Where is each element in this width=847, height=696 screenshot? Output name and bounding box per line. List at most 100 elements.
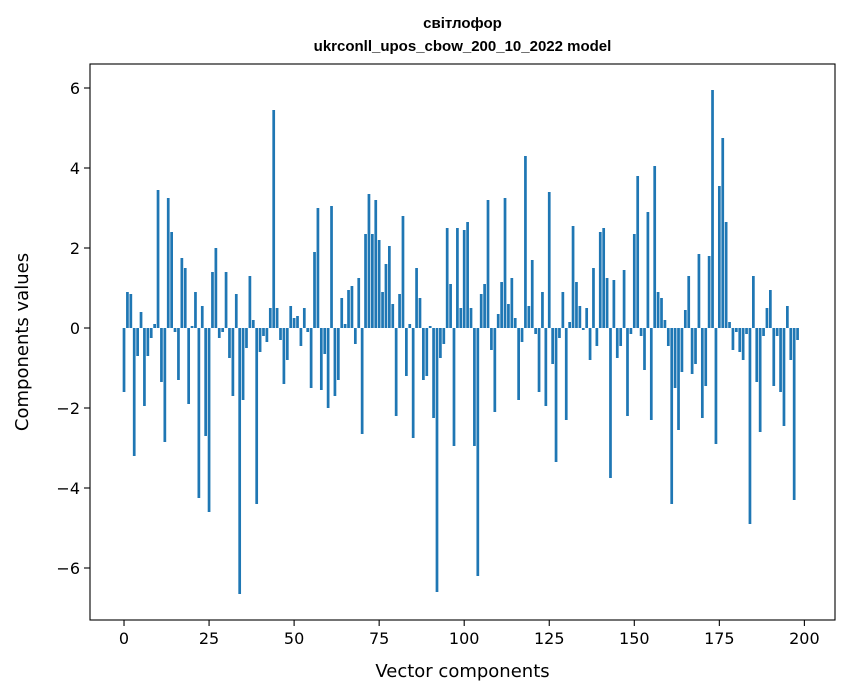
bar (697, 254, 701, 328)
bar (496, 314, 500, 328)
bar (507, 304, 510, 328)
bar (187, 328, 191, 404)
bar (524, 156, 527, 328)
bar (752, 276, 755, 328)
bar (306, 328, 310, 332)
x-tick-label: 150 (619, 629, 650, 648)
bar (724, 222, 728, 328)
y-tick-label: 0 (70, 319, 80, 338)
bar (476, 328, 480, 576)
x-axis-label: Vector components (375, 661, 549, 682)
bar (670, 328, 674, 504)
bar (530, 260, 534, 328)
bar (738, 328, 742, 352)
bar (683, 310, 687, 328)
bar (326, 328, 330, 408)
bar (687, 276, 691, 328)
bar (510, 278, 514, 328)
bar (177, 328, 180, 380)
bar (149, 328, 153, 338)
bar (214, 248, 218, 328)
bar (238, 328, 242, 594)
bar (435, 328, 439, 592)
bar (143, 328, 146, 406)
bar (605, 278, 609, 328)
bar (554, 328, 558, 462)
x-tick-label: 75 (369, 629, 389, 648)
bar (207, 328, 211, 512)
bar (275, 308, 279, 328)
bar (612, 280, 616, 328)
bar (462, 230, 466, 328)
bar (466, 222, 469, 328)
bar (234, 294, 238, 328)
bar (694, 328, 697, 364)
bar (146, 328, 150, 356)
x-tick-label: 175 (704, 629, 735, 648)
bar (221, 328, 225, 332)
bar (598, 232, 602, 328)
bar (639, 328, 643, 336)
bar (350, 286, 354, 328)
bar (769, 290, 772, 328)
bar (381, 292, 384, 328)
bar (299, 328, 303, 346)
bar (666, 328, 670, 346)
x-axis: 0 25 50 75 100 125 150 175 200 (119, 620, 820, 648)
y-tick-label: 2 (70, 239, 80, 258)
bar (711, 90, 714, 328)
bar (425, 328, 429, 376)
bar (459, 308, 463, 328)
bar (401, 216, 405, 328)
bar (578, 306, 582, 328)
bar (483, 284, 486, 328)
bar (513, 318, 517, 328)
bar (561, 292, 565, 328)
bar (636, 176, 640, 328)
bar (336, 328, 340, 380)
bar (748, 328, 752, 524)
bar (248, 276, 252, 328)
bar (340, 298, 344, 328)
bar (442, 328, 446, 344)
bar (330, 206, 333, 328)
bar (170, 232, 173, 328)
bar (646, 212, 650, 328)
bar (653, 166, 657, 328)
plot-frame (89, 63, 836, 621)
bar (762, 328, 765, 336)
bar (197, 328, 201, 498)
bar (469, 308, 473, 328)
bar (292, 318, 296, 328)
bar (452, 328, 456, 446)
bar (353, 328, 357, 344)
bar (323, 328, 327, 354)
bar (537, 328, 541, 392)
bar (405, 328, 408, 376)
bar (544, 328, 548, 406)
bar (547, 192, 551, 328)
bar (428, 326, 432, 328)
bar (122, 328, 126, 392)
bar (717, 186, 721, 328)
bar (285, 328, 289, 360)
bar (629, 328, 633, 334)
bar (500, 282, 503, 328)
bar (588, 328, 592, 360)
bar (357, 278, 361, 328)
y-tick-label: 4 (70, 159, 80, 178)
bar (343, 324, 347, 328)
bar (374, 200, 378, 328)
bar (224, 272, 228, 328)
y-tick-label: −6 (56, 559, 80, 578)
bar (160, 328, 163, 382)
bar (721, 138, 725, 328)
bar (279, 328, 282, 340)
bar (231, 328, 235, 396)
bar (473, 328, 476, 446)
bar (714, 328, 718, 444)
bar (534, 328, 537, 334)
bar (632, 234, 636, 328)
bar (707, 256, 711, 328)
bar (772, 328, 776, 386)
